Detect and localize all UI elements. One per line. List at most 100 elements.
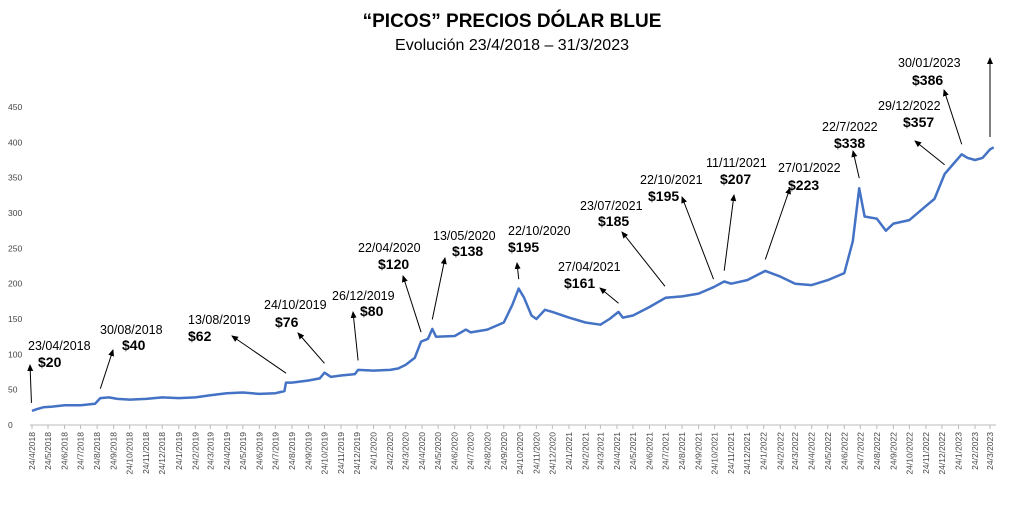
y-tick-label: 350 [8,173,22,183]
line [31,146,995,413]
chart-title: “PICOS” PRECIOS DÓLAR BLUE [363,10,662,32]
annotation-arrow [231,335,287,374]
x-tick-label: 24/4/2021 [612,432,622,470]
x-tick-label: 24/12/2022 [937,432,947,475]
annotation-value: $40 [122,337,146,353]
x-tick-label: 24/3/2023 [985,432,995,470]
y-tick-label: 250 [8,243,22,253]
annotation-arrow [943,89,963,145]
x-tick-label: 24/4/2022 [807,432,817,470]
y-tick-label: 200 [8,279,22,289]
x-tick-label: 24/7/2018 [76,432,86,470]
x-tick-label: 24/12/2020 [547,432,557,475]
annotation-date: 30/08/2018 [100,323,163,337]
x-tick-label: 24/4/2018 [27,432,37,470]
y-tick-label: 400 [8,137,22,147]
annotation-value: $62 [188,328,212,344]
x-tick-label: 24/5/2021 [628,432,638,470]
x-tick-label: 24/8/2018 [92,432,102,470]
annotation-date: 13/05/2020 [433,229,496,243]
x-tick-label: 24/11/2022 [921,432,931,474]
x-tick-label: 24/6/2022 [839,432,849,470]
annotation-date: 27/01/2022 [778,161,841,175]
x-tick-label: 24/5/2022 [823,432,833,470]
annotation-arrow [99,349,114,389]
annotation-arrow [764,187,791,260]
x-tick-label: 24/6/2021 [644,432,654,470]
x-tick-label: 24/12/2019 [352,432,362,475]
x-tick-label: 24/8/2022 [872,432,882,470]
annotation-date: 22/7/2022 [822,120,878,134]
annotation-arrow [401,275,422,333]
annotation-date: 23/07/2021 [580,199,643,213]
annotation-arrow [431,257,447,320]
annotation-date: 22/04/2020 [358,241,421,255]
x-tick-label: 24/1/2020 [369,432,379,470]
annotation-date: 29/12/2022 [878,99,941,113]
x-tick-label: 24/10/2021 [710,432,720,475]
x-tick-label: 24/12/2021 [742,432,752,475]
x-tick-label: 24/5/2020 [433,432,443,470]
x-tick-label: 24/8/2021 [677,432,687,470]
x-tick-label: 24/11/2018 [141,432,151,474]
annotation-arrow [599,287,619,304]
x-tick-label: 24/2/2023 [970,432,980,470]
x-tick-label: 24/5/2018 [43,432,53,470]
x-tick-label: 24/3/2021 [595,432,605,470]
annotation-value: $195 [648,188,679,204]
x-tick-label: 24/12/2018 [157,432,167,475]
x-tick-label: 24/2/2021 [580,432,590,470]
annotation-arrow [350,311,359,361]
x-tick-label: 24/9/2021 [694,432,704,470]
annotation-arrow [514,262,521,280]
annotation-date: 22/10/2020 [508,224,571,238]
annotation-value: $223 [788,177,819,193]
annotation-date: 22/10/2021 [640,173,703,187]
x-tick-label: 24/3/2020 [401,432,411,470]
annotation-value: $386 [912,72,943,88]
x-tick-label: 24/11/2019 [336,432,346,474]
annotation-value: $120 [378,256,409,272]
annotation-date: 13/08/2019 [188,313,251,327]
annotation-arrow [297,332,325,364]
x-tick-label: 24/10/2020 [515,432,525,475]
x-tick-label: 24/11/2020 [531,432,541,474]
annotation-value: $207 [720,171,751,187]
annotation-date: 24/10/2019 [264,298,327,312]
annotation-value: $80 [360,303,384,319]
annotation-value: $76 [275,314,299,330]
x-tick-label: 24/9/2019 [303,432,313,470]
annotation-value: $138 [452,243,483,259]
x-tick-label: 24/10/2022 [904,432,914,475]
x-tick-label: 24/6/2018 [60,432,70,470]
y-tick-label: 450 [8,102,22,112]
annotation-arrow [27,364,34,403]
annotation-date: 30/01/2023 [898,56,961,70]
x-tick-label: 24/2/2019 [190,432,200,470]
x-tick-label: 24/6/2019 [254,432,264,470]
annotation-arrow [681,196,715,280]
annotation-value: $195 [508,239,539,255]
x-tick-label: 24/10/2018 [125,432,135,475]
annotation-date: 26/12/2019 [332,289,395,303]
x-tick-label: 24/1/2021 [564,432,574,470]
x-tick-label: 24/1/2022 [759,432,769,470]
annotation-date: 11/11/2021 [706,156,767,170]
x-tick-label: 24/7/2021 [661,432,671,470]
annotation-arrow [851,150,860,179]
annotation-value: $357 [903,114,934,130]
x-tick-label: 24/9/2022 [888,432,898,470]
x-tick-label: 24/1/2023 [954,432,964,470]
y-tick-label: 50 [8,385,18,395]
x-tick-label: 24/6/2020 [450,432,460,470]
x-tick-label: 24/7/2019 [270,432,280,470]
x-tick-label: 24/4/2020 [417,432,427,470]
x-tick-label: 24/7/2022 [855,432,865,470]
annotation-arrow [723,194,737,271]
y-tick-label: 0 [8,420,13,430]
x-tick-label: 24/8/2019 [287,432,297,470]
annotation-arrow [914,140,945,166]
y-tick-label: 300 [8,208,22,218]
